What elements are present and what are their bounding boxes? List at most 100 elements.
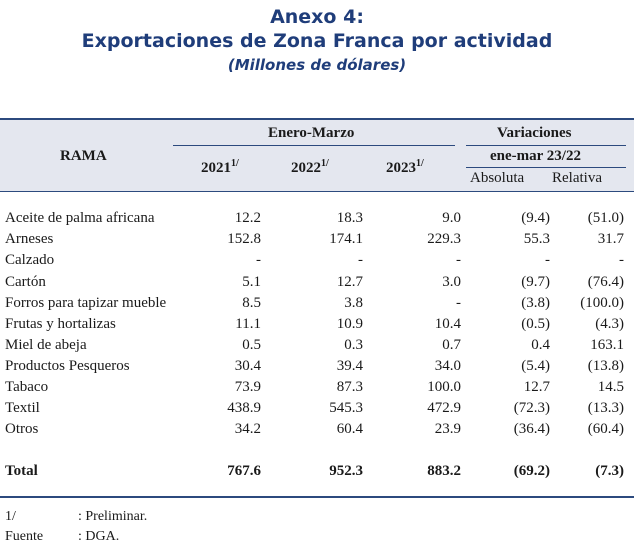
cell-2023: 472.9 (427, 400, 461, 416)
total-row: Total 767.6 952.3 883.2 (69.2) (7.3) (0, 463, 634, 483)
cell-2022: 60.4 (336, 421, 363, 437)
cell-rama: Calzado (5, 252, 55, 268)
cell-rama: Miel de abeja (5, 337, 87, 353)
cell-relativa: 31.7 (597, 231, 624, 247)
table-bottom-rule (0, 496, 634, 498)
table-row: Calzado - - - - - (0, 252, 634, 272)
table-row: Frutas y hortalizas 11.1 10.9 10.4 (0.5)… (0, 316, 634, 336)
cell-absoluta: (5.4) (521, 358, 550, 374)
cell-2022: - (358, 252, 363, 268)
source-key: Fuente (5, 529, 44, 544)
cell-2022: 87.3 (336, 379, 363, 395)
cell-2022: 18.3 (336, 210, 363, 226)
header-absoluta: Absoluta (470, 170, 525, 186)
annex-number: Anexo 4: (270, 6, 364, 28)
cell-2021: 152.8 (227, 231, 261, 247)
cell-2021: - (256, 252, 261, 268)
header-rama: RAMA (60, 148, 107, 164)
cell-rama: Forros para tapizar mueble (5, 295, 167, 311)
cell-relativa: - (619, 252, 624, 268)
cell-absoluta: (9.7) (521, 274, 550, 290)
cell-2022: 0.3 (344, 337, 363, 353)
header-year-2022: 20221/ (291, 158, 329, 176)
cell-relativa: (7.3) (595, 463, 624, 479)
cell-absoluta: 12.7 (523, 379, 550, 395)
cell-2022: 39.4 (336, 358, 363, 374)
cell-rama: Arneses (5, 231, 54, 247)
cell-2022: 545.3 (329, 400, 363, 416)
cell-2021: 438.9 (227, 400, 261, 416)
cell-2022: 952.3 (329, 463, 363, 479)
header-subperiod: ene-mar 23/22 (490, 148, 581, 164)
cell-rama: Cartón (5, 274, 46, 290)
table-row: Productos Pesqueros 30.4 39.4 34.0 (5.4)… (0, 358, 634, 378)
cell-2022: 174.1 (329, 231, 363, 247)
cell-2021: 12.2 (234, 210, 261, 226)
period-underline (173, 145, 455, 146)
cell-absoluta: (9.4) (521, 210, 550, 226)
table-row: Textil 438.9 545.3 472.9 (72.3) (13.3) (0, 400, 634, 420)
table-units: (Millones de dólares) (227, 56, 407, 74)
cell-absoluta: (69.2) (513, 463, 550, 479)
note-text: : Preliminar. (78, 509, 148, 524)
note-key: 1/ (5, 509, 16, 524)
cell-absoluta: (36.4) (513, 421, 550, 437)
cell-relativa: 14.5 (597, 379, 624, 395)
table-row: Forros para tapizar mueble 8.5 3.8 - (3.… (0, 295, 634, 315)
cell-2022: 3.8 (344, 295, 363, 311)
cell-2021: 30.4 (234, 358, 261, 374)
cell-2023: - (456, 295, 461, 311)
cell-2021: 8.5 (242, 295, 261, 311)
table-row: Otros 34.2 60.4 23.9 (36.4) (60.4) (0, 421, 634, 441)
table-row: Arneses 152.8 174.1 229.3 55.3 31.7 (0, 231, 634, 251)
table-row: Miel de abeja 0.5 0.3 0.7 0.4 163.1 (0, 337, 634, 357)
cell-2023: 229.3 (427, 231, 461, 247)
cell-rama: Frutas y hortalizas (5, 316, 116, 332)
cell-relativa: (13.8) (587, 358, 624, 374)
cell-rama: Textil (5, 400, 40, 416)
cell-absoluta: (0.5) (521, 316, 550, 332)
cell-2023: 23.9 (434, 421, 461, 437)
cell-rama: Productos Pesqueros (5, 358, 130, 374)
header-year-2021: 20211/ (201, 158, 239, 176)
cell-relativa: (100.0) (580, 295, 624, 311)
table-row: Cartón 5.1 12.7 3.0 (9.7) (76.4) (0, 274, 634, 294)
cell-2021: 34.2 (234, 421, 261, 437)
table-title: Exportaciones de Zona Franca por activid… (81, 30, 553, 52)
cell-2022: 12.7 (336, 274, 363, 290)
cell-2021: 73.9 (234, 379, 261, 395)
source-text: : DGA. (78, 529, 120, 544)
cell-rama: Tabaco (5, 379, 49, 395)
cell-2021: 767.6 (227, 463, 261, 479)
cell-absoluta: - (545, 252, 550, 268)
cell-relativa: (60.4) (587, 421, 624, 437)
cell-2021: 0.5 (242, 337, 261, 353)
cell-2021: 11.1 (235, 316, 261, 332)
cell-2023: 100.0 (427, 379, 461, 395)
variaciones-underline (466, 145, 626, 146)
cell-absoluta: 55.3 (523, 231, 550, 247)
subperiod-underline (466, 167, 626, 168)
cell-absoluta: 0.4 (531, 337, 550, 353)
cell-2023: 10.4 (434, 316, 461, 332)
cell-2021: 5.1 (242, 274, 261, 290)
header-period: Enero-Marzo (268, 125, 355, 141)
cell-2023: 9.0 (442, 210, 461, 226)
cell-2022: 10.9 (336, 316, 363, 332)
cell-relativa: (4.3) (595, 316, 624, 332)
cell-relativa: (13.3) (587, 400, 624, 416)
table-row: Aceite de palma africana 12.2 18.3 9.0 (… (0, 210, 634, 230)
cell-absoluta: (72.3) (513, 400, 550, 416)
cell-2023: 0.7 (442, 337, 461, 353)
cell-2023: - (456, 252, 461, 268)
cell-relativa: (51.0) (587, 210, 624, 226)
cell-2023: 34.0 (434, 358, 461, 374)
header-year-2023: 20231/ (386, 158, 424, 176)
header-variaciones: Variaciones (497, 125, 572, 141)
table-header: RAMA Enero-Marzo 20211/ 20221/ 20231/ Va… (0, 118, 634, 192)
cell-rama: Total (5, 463, 38, 479)
cell-relativa: 163.1 (590, 337, 624, 353)
cell-rama: Aceite de palma africana (5, 210, 155, 226)
cell-absoluta: (3.8) (521, 295, 550, 311)
table-row: Tabaco 73.9 87.3 100.0 12.7 14.5 (0, 379, 634, 399)
